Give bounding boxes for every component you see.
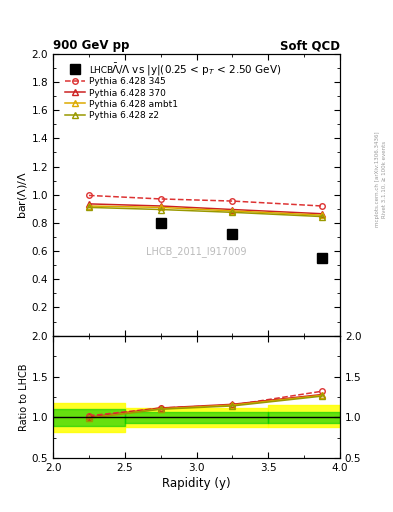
Legend: LHCB, Pythia 6.428 345, Pythia 6.428 370, Pythia 6.428 ambt1, Pythia 6.428 z2: LHCB, Pythia 6.428 345, Pythia 6.428 370… bbox=[63, 64, 180, 122]
Pythia 6.428 ambt1 bbox=[230, 208, 235, 214]
Line: Pythia 6.428 345: Pythia 6.428 345 bbox=[86, 193, 325, 209]
LHCB bbox=[158, 220, 163, 226]
Line: Pythia 6.428 ambt1: Pythia 6.428 ambt1 bbox=[86, 203, 325, 218]
Pythia 6.428 ambt1 bbox=[86, 203, 91, 209]
LHCB bbox=[230, 231, 235, 237]
Text: mcplots.cern.ch [arXiv:1306.3436]: mcplots.cern.ch [arXiv:1306.3436] bbox=[375, 132, 380, 227]
Pythia 6.428 ambt1 bbox=[320, 212, 324, 218]
Pythia 6.428 370 bbox=[320, 210, 324, 217]
Text: LHCB_2011_I917009: LHCB_2011_I917009 bbox=[146, 246, 247, 257]
Line: LHCB: LHCB bbox=[156, 218, 327, 263]
Y-axis label: bar($\Lambda$)/$\Lambda$: bar($\Lambda$)/$\Lambda$ bbox=[16, 170, 29, 219]
Pythia 6.428 345 bbox=[320, 203, 324, 209]
Pythia 6.428 345 bbox=[230, 198, 235, 204]
Y-axis label: Ratio to LHCB: Ratio to LHCB bbox=[19, 363, 29, 431]
Line: Pythia 6.428 370: Pythia 6.428 370 bbox=[86, 201, 325, 217]
X-axis label: Rapidity (y): Rapidity (y) bbox=[162, 477, 231, 490]
Text: $\bar{\Lambda}/\Lambda$ vs |y|(0.25 < p$_{T}$ < 2.50 GeV): $\bar{\Lambda}/\Lambda$ vs |y|(0.25 < p$… bbox=[111, 62, 282, 78]
Line: Pythia 6.428 z2: Pythia 6.428 z2 bbox=[86, 205, 325, 219]
Pythia 6.428 370 bbox=[230, 206, 235, 212]
Pythia 6.428 370 bbox=[86, 201, 91, 207]
Pythia 6.428 345 bbox=[158, 196, 163, 202]
Text: Soft QCD: Soft QCD bbox=[280, 39, 340, 52]
Pythia 6.428 z2 bbox=[230, 209, 235, 216]
Pythia 6.428 z2 bbox=[158, 206, 163, 212]
Pythia 6.428 345 bbox=[86, 193, 91, 199]
Text: Rivet 3.1.10, ≥ 100k events: Rivet 3.1.10, ≥ 100k events bbox=[382, 141, 387, 218]
Pythia 6.428 370 bbox=[158, 203, 163, 209]
Text: 900 GeV pp: 900 GeV pp bbox=[53, 39, 129, 52]
Pythia 6.428 z2 bbox=[320, 214, 324, 220]
LHCB bbox=[320, 255, 324, 261]
Pythia 6.428 z2 bbox=[86, 204, 91, 210]
Pythia 6.428 ambt1 bbox=[158, 204, 163, 210]
